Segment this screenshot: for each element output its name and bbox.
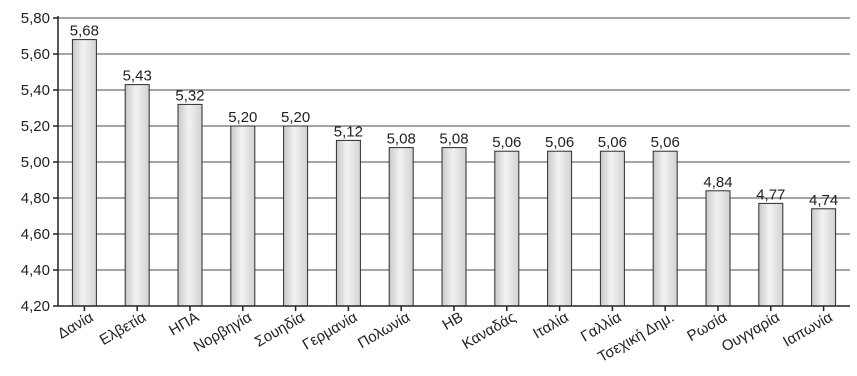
data-label: 4,84 (703, 174, 732, 191)
data-label: 5,20 (281, 109, 310, 126)
y-tick-label: 5,20 (21, 118, 50, 135)
bar (230, 125, 256, 307)
y-tick-label: 4,20 (21, 298, 50, 315)
x-tick-label: Ελβετία (97, 309, 150, 349)
x-tick-label: Σουηδία (252, 309, 308, 351)
x-tick-label: ΗΠΑ (166, 309, 202, 340)
x-tick-label: Πολωνία (355, 309, 413, 353)
bar (177, 103, 203, 307)
y-tick-label: 4,40 (21, 262, 50, 279)
x-tick-label: Ουγγαρία (719, 309, 783, 356)
x-tick-label: ΗΒ (439, 309, 466, 334)
data-label: 5,20 (228, 109, 257, 126)
data-label: 5,08 (387, 131, 416, 148)
bar (71, 39, 97, 307)
data-label: 5,32 (175, 87, 204, 104)
bar (124, 84, 150, 307)
x-tick-label: Δανία (55, 309, 97, 343)
data-label: 5,06 (651, 134, 680, 151)
bar (388, 147, 414, 307)
y-tick-label: 5,60 (21, 46, 50, 63)
x-tick-label: Καναδάς (459, 309, 519, 353)
y-tick-label: 5,00 (21, 154, 50, 171)
bar (811, 208, 837, 307)
data-label: 5,43 (123, 68, 152, 85)
bar (547, 150, 573, 307)
bar (441, 147, 467, 307)
x-tick-label: Ιαπωνία (780, 309, 836, 351)
axis-layer (53, 16, 850, 311)
bars-layer (71, 39, 837, 307)
y-tick-label: 5,80 (21, 10, 50, 27)
y-tick-label: 4,60 (21, 226, 50, 243)
bar (494, 150, 520, 307)
data-label: 5,06 (598, 134, 627, 151)
data-label: 5,06 (492, 134, 521, 151)
x-tick-label: Ιταλία (530, 309, 572, 343)
bar (652, 150, 678, 307)
data-label: 4,77 (756, 186, 785, 203)
bar (599, 150, 625, 307)
data-label: 5,06 (545, 134, 574, 151)
data-label: 5,12 (334, 123, 363, 140)
bar (335, 139, 361, 307)
y-tick-label: 5,40 (21, 82, 50, 99)
x-tick-label: Γερμανία (300, 309, 361, 354)
y-tick-label: 4,80 (21, 190, 50, 207)
bar (705, 190, 731, 307)
data-label: 4,74 (809, 192, 838, 209)
x-tick-label: Νορβηγία (191, 309, 255, 356)
data-label: 5,68 (70, 23, 99, 40)
bar (283, 125, 309, 307)
bar (758, 202, 784, 307)
data-label: 5,08 (439, 131, 468, 148)
